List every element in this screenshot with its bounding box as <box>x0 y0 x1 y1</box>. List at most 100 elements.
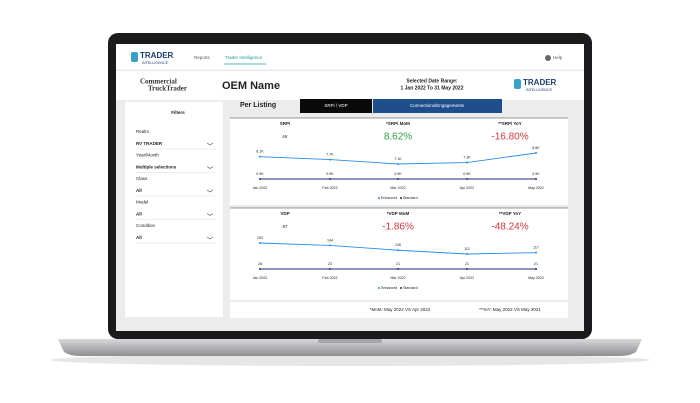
dropdown-arrow[interactable] <box>206 236 214 240</box>
page-title: OEM Name <box>222 80 280 92</box>
x-tick-label: Feb 2022 <box>322 186 337 190</box>
value-label: 126 <box>395 243 401 247</box>
point <box>535 152 537 154</box>
tab-label[interactable]: SRPi / VDP <box>324 103 347 108</box>
point <box>329 268 331 270</box>
x-tick-label: Feb 2022 <box>322 276 337 280</box>
tab[interactable] <box>373 99 502 113</box>
filter-label: Class <box>136 176 148 181</box>
point <box>259 268 261 270</box>
help-icon[interactable] <box>545 55 551 61</box>
filter-list: Realm RV TRADER Year/Month Multiple selecti… <box>136 129 216 244</box>
x-tick-label: Jan 2022 <box>253 186 268 190</box>
footer-note: *MoM: May 2022 VS Apr 2022 <box>370 307 431 312</box>
footer-panel <box>230 302 568 318</box>
mom-label: *VDP MoM <box>387 211 410 216</box>
yoy-label: **VDP YoY <box>499 211 521 216</box>
value-label: 0.9K <box>326 172 334 176</box>
filter-label: Year/Month <box>136 153 159 158</box>
value-label: 21 <box>534 262 538 266</box>
metric-label: VDP <box>280 211 289 216</box>
dropdown-arrow[interactable] <box>206 189 214 193</box>
value-label: 0.9K <box>532 172 540 176</box>
brand: Commercial <box>140 78 177 86</box>
brand: TruckTrader <box>148 85 187 93</box>
x-tick-label: May 2022 <box>528 186 544 190</box>
mom-label: *SRPi MoM <box>386 121 410 126</box>
tab-label[interactable]: Connections/Engagements <box>410 103 465 108</box>
dropdown-arrow[interactable] <box>206 213 214 216</box>
legend-label: Enhanced <box>381 196 397 200</box>
point <box>329 158 331 161</box>
filter-value: RV TRADER <box>136 141 163 146</box>
filter-label: Condition <box>136 223 156 228</box>
point <box>535 268 537 270</box>
filter-value: All <box>136 235 142 240</box>
dropdown-arrow[interactable] <box>206 166 214 169</box>
value-label: 8.6K <box>532 146 540 150</box>
filters-title: Filters <box>171 110 185 115</box>
value-label: 7.7K <box>326 153 334 157</box>
tab-active[interactable] <box>300 99 372 113</box>
value-label: 7.1K <box>394 157 402 161</box>
header-logo-sub: INTELLIGENCE <box>526 88 553 92</box>
point <box>535 251 537 254</box>
legend-swatch <box>400 197 402 199</box>
filter-value: All <box>136 212 142 217</box>
yoy-label: **SRPi YoY <box>498 121 522 126</box>
value-label: 112 <box>464 247 470 251</box>
legend-label: Enhanced <box>381 286 397 290</box>
notch <box>318 339 382 343</box>
value-label: 21 <box>465 262 469 266</box>
header <box>116 71 584 100</box>
metric-panel <box>230 118 568 205</box>
metric-value: 4K <box>282 134 288 139</box>
date-range: 1 Jan 2022 To 31 May 2022 <box>400 85 463 91</box>
metric-panel <box>230 208 568 300</box>
point <box>397 163 399 165</box>
metric-value: 87 <box>282 224 288 229</box>
nav-logo-sub: INTELLIGENCE <box>142 61 169 65</box>
nav-logo: TRADER <box>140 51 174 60</box>
x-tick-label: Jan 2022 <box>253 276 268 280</box>
legend-swatch <box>400 287 402 289</box>
value-label: 7.3K <box>463 155 471 159</box>
value-label: 8.1K <box>256 150 264 154</box>
nav-menu[interactable]: Reports <box>194 55 211 60</box>
value-label: 117 <box>533 246 539 250</box>
point <box>466 161 468 164</box>
point <box>259 178 261 180</box>
filter-panel <box>125 102 223 317</box>
dropdown-arrow[interactable] <box>206 142 214 146</box>
value-label: 28 <box>258 262 262 266</box>
value-label: 21 <box>396 262 400 266</box>
value-label: 0.9K <box>394 172 402 176</box>
panels: SRPi *SRPi MoM **SRPi YoY 4K 8.62% -16.80% 8.1… <box>230 117 568 300</box>
footer-note: **YoY: May 2022 VS May 2021 <box>479 307 541 312</box>
shadow <box>50 354 650 366</box>
point <box>466 178 468 180</box>
filter-label: Realm <box>136 129 149 134</box>
value-label: 0.9K <box>463 172 471 176</box>
section-title: Per Listing <box>240 102 276 109</box>
x-tick-label: Mar 2022 <box>390 186 405 190</box>
mom-value: 8.62% <box>384 132 412 143</box>
metric-label: SRPi <box>280 121 291 126</box>
point <box>535 178 537 180</box>
value-label: 0.9K <box>256 172 264 176</box>
point <box>259 242 261 244</box>
yoy-value: -16.80% <box>491 132 528 143</box>
help-link[interactable]: Help <box>553 55 563 60</box>
legend-label: Standard <box>403 196 418 200</box>
legend-label: Standard <box>403 286 418 290</box>
x-tick-label: May 2022 <box>528 276 544 280</box>
logo-icon <box>131 52 138 62</box>
header-logo: TRADER <box>523 78 557 87</box>
point <box>466 253 468 255</box>
nav-menu[interactable]: Trader Intelligence <box>225 55 263 60</box>
legend-swatch <box>378 287 380 289</box>
x-tick-label: Mar 2022 <box>390 276 405 280</box>
filter-label: Model <box>136 200 148 205</box>
x-tick-label: Apr 2022 <box>460 186 475 190</box>
